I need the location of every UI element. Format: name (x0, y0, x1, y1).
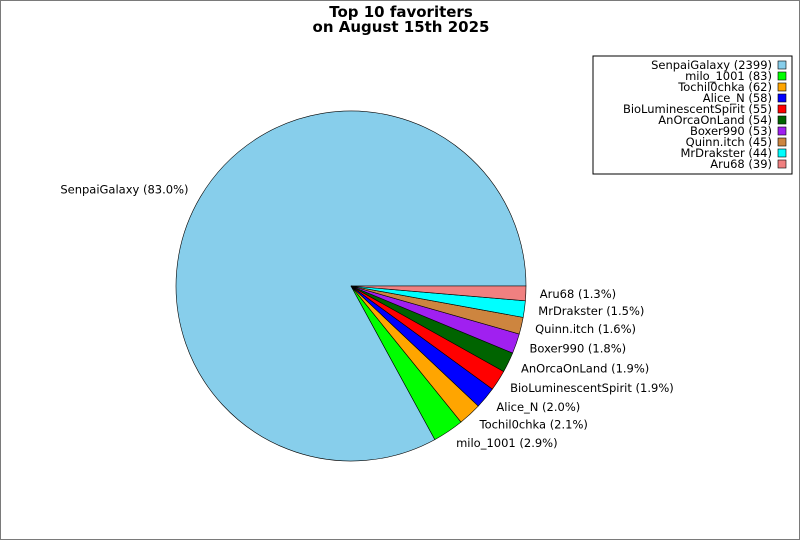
pie-slice-labels: SenpaiGalaxy (83.0%) milo_1001 (2.9%) Toch… (60, 183, 673, 451)
slice-label: SenpaiGalaxy (83.0%) (60, 183, 188, 197)
legend-swatch (777, 126, 787, 136)
legend-swatch (777, 82, 787, 92)
legend-entry-label: Alice_N (58) (703, 91, 772, 105)
legend-entry-label: AnOrcaOnLand (54) (658, 113, 772, 127)
legend-swatch (777, 93, 787, 103)
slice-label: AnOrcaOnLand (1.9%) (521, 362, 649, 376)
slice-label: BioLuminescentSpirit (1.9%) (510, 381, 674, 395)
slice-label: Aru68 (1.3%) (540, 287, 616, 301)
legend-entry-label: milo_1001 (83) (685, 69, 772, 83)
legend-swatch (777, 148, 787, 158)
pie-slice-aru68 (350, 285, 527, 302)
legend-entry-label: Aru68 (39) (710, 157, 772, 171)
slice-label: milo_1001 (2.9%) (456, 436, 557, 450)
legend: SenpaiGalaxy (2399)milo_1001 (83)Tochil0… (592, 55, 793, 175)
legend-swatch (777, 60, 787, 70)
legend-swatch (777, 137, 787, 147)
legend-swatch (777, 115, 787, 125)
legend-entry-label: SenpaiGalaxy (2399) (651, 58, 772, 72)
legend-box (592, 55, 793, 175)
chart-title-line-1: Top 10 favoriters (329, 3, 473, 21)
legend-swatch (777, 159, 787, 169)
slice-label: Boxer990 (1.8%) (530, 341, 627, 355)
legend-entry-label: Tochil0chka (62) (677, 80, 772, 94)
legend-entry-label: BioLuminescentSpirit (55) (623, 102, 772, 116)
chart-title-line-2: on August 15th 2025 (313, 18, 490, 36)
legend-swatch (777, 104, 787, 114)
slice-label: Quinn.itch (1.6%) (535, 322, 636, 336)
pie-slices (175, 110, 527, 462)
legend-entry-label: Boxer990 (53) (690, 124, 772, 138)
slice-label: Tochil0chka (2.1%) (479, 418, 588, 432)
slice-label: Alice_N (2.0%) (496, 400, 580, 414)
legend-entry-label: MrDrakster (44) (680, 146, 772, 160)
legend-entry-label: Quinn.itch (45) (686, 135, 772, 149)
legend-swatch (777, 71, 787, 81)
slice-label: MrDrakster (1.5%) (538, 304, 644, 318)
